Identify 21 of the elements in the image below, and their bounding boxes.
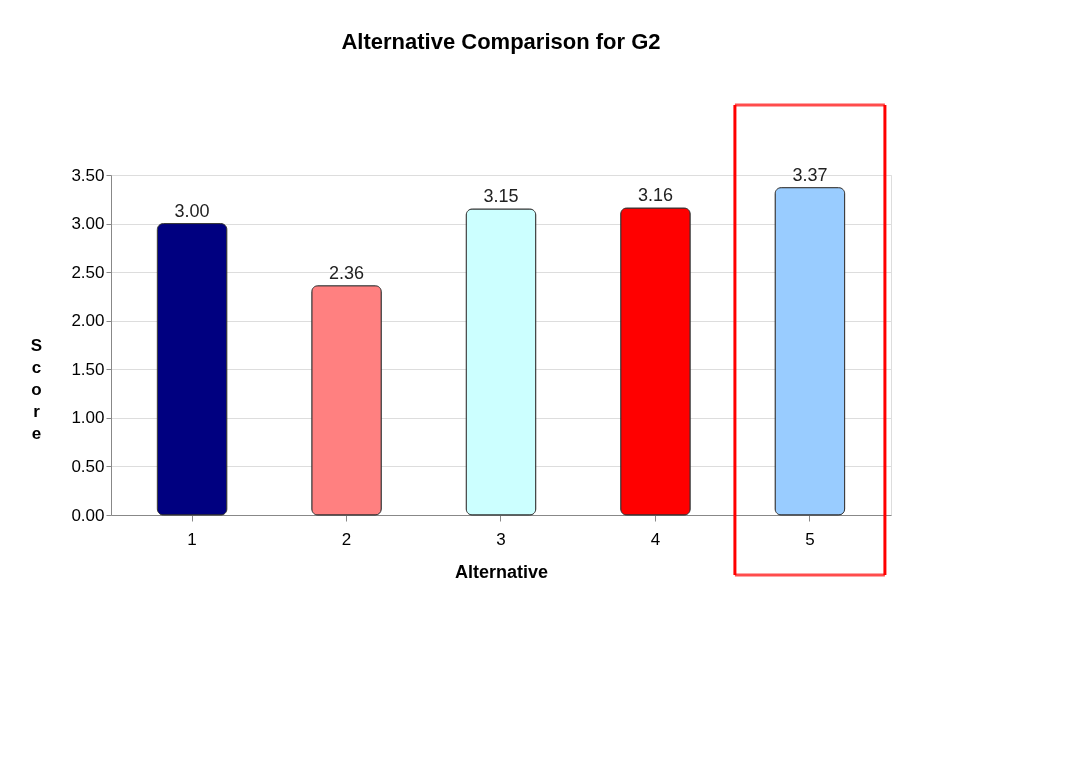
y-axis-title: Score [30, 335, 43, 443]
chart-title: Alternative Comparison for G2 [341, 28, 661, 54]
y-tick-label: 2.00 [71, 311, 105, 331]
y-tick-label: 0.50 [71, 456, 105, 476]
x-axis-title: Alternative [454, 561, 549, 582]
y-tick-label: 2.50 [71, 262, 105, 282]
data-label: 3.15 [483, 186, 519, 206]
y-tick-label: 1.00 [71, 408, 105, 428]
x-tick-label: 2 [341, 529, 352, 549]
y-tick-label: 3.00 [71, 214, 105, 234]
y-tick-label: 1.50 [71, 359, 105, 379]
y-tick-label: 3.50 [71, 165, 105, 185]
data-label: 3.37 [792, 164, 828, 185]
x-tick-label: 3 [496, 529, 506, 549]
data-label: 2.36 [329, 262, 365, 283]
y-tick-label: 0.00 [71, 505, 105, 525]
x-tick-label: 4 [650, 529, 661, 549]
x-tick-label: 5 [805, 529, 815, 549]
data-label: 3.00 [174, 200, 210, 221]
data-label: 3.16 [637, 185, 673, 206]
x-tick-label: 1 [187, 529, 197, 549]
